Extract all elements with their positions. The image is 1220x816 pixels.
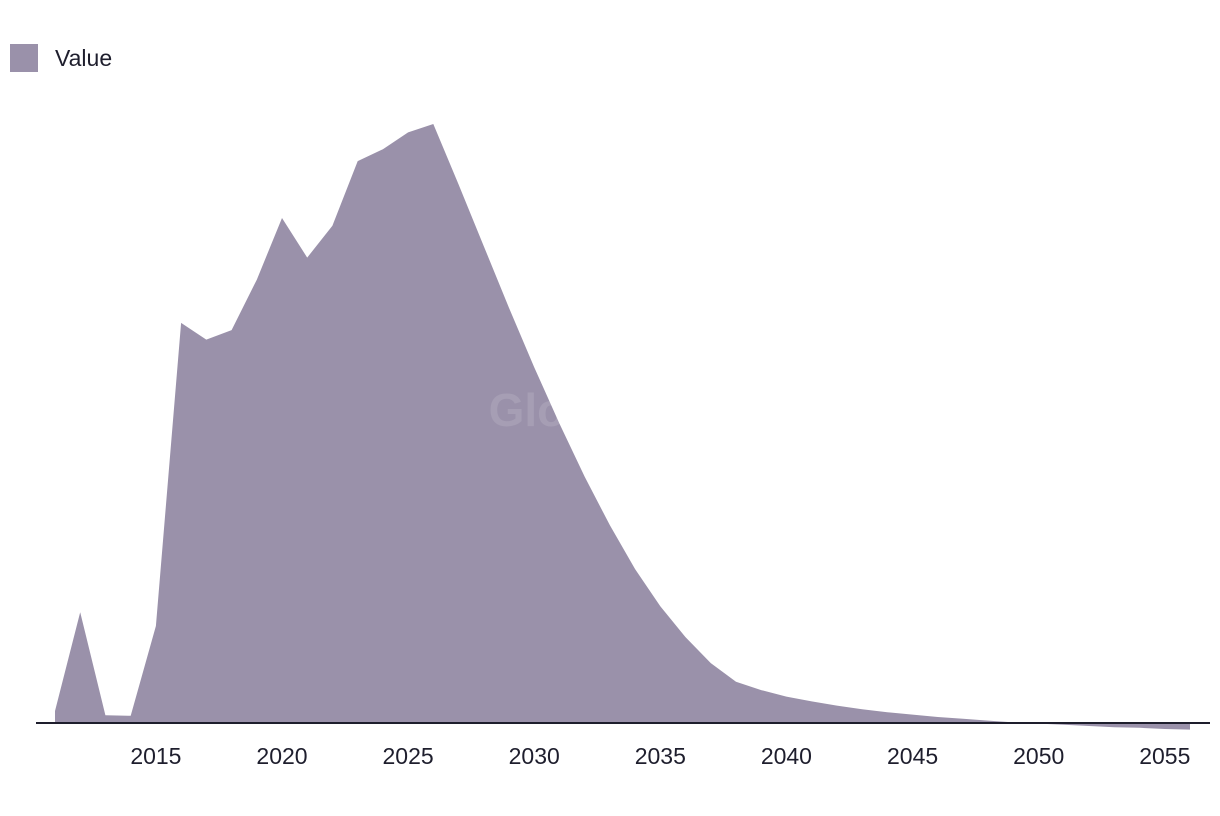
data-point-2032	[583, 475, 587, 479]
data-point-2052	[1087, 724, 1091, 728]
data-point-2041	[810, 699, 814, 703]
data-point-2021	[305, 256, 309, 260]
x-tick-label-2050: 2050	[1013, 743, 1064, 769]
data-point-2037	[709, 661, 713, 665]
data-point-2054	[1138, 726, 1142, 730]
data-point-2027	[457, 183, 461, 187]
data-point-2016	[179, 321, 183, 325]
x-axis-ticks: 2015 2020 2025 2030 2035 2040 2045 2050 2055	[130, 743, 1190, 769]
x-tick-label-2045: 2045	[887, 743, 938, 769]
data-point-2039	[759, 688, 763, 692]
watermark-text: GlobalData	[489, 384, 732, 436]
data-point-2019	[255, 278, 259, 282]
x-tick-label-2020: 2020	[256, 743, 307, 769]
legend-label-value: Value	[55, 44, 113, 71]
data-point-2036	[684, 635, 688, 639]
data-point-2012	[78, 610, 82, 614]
x-tick-label-2055: 2055	[1139, 743, 1190, 769]
series-area-value	[55, 124, 1190, 730]
x-tick-label-2040: 2040	[761, 743, 812, 769]
data-point-2026	[431, 122, 435, 126]
x-tick-label-2015: 2015	[130, 743, 181, 769]
data-point-2038	[734, 680, 738, 684]
data-point-2047	[961, 717, 965, 721]
data-point-2056	[1188, 728, 1192, 732]
data-point-2042	[835, 704, 839, 708]
data-point-2022	[330, 224, 334, 228]
data-point-2053	[1112, 725, 1116, 729]
data-point-2025	[406, 130, 410, 134]
data-point-2035	[658, 604, 662, 608]
x-tick-label-2030: 2030	[509, 743, 560, 769]
data-point-2020	[280, 216, 284, 220]
legend-swatch-value	[10, 44, 38, 72]
data-point-2043	[860, 707, 864, 711]
data-point-2045	[911, 713, 915, 717]
data-point-2044	[885, 710, 889, 714]
series-layer	[53, 122, 1192, 732]
data-point-2034	[633, 567, 637, 571]
data-point-2029	[507, 306, 511, 310]
x-tick-label-2035: 2035	[635, 743, 686, 769]
data-point-2015	[154, 624, 158, 628]
data-point-2014	[129, 714, 133, 718]
data-point-2018	[230, 328, 234, 332]
data-point-2017	[204, 338, 208, 342]
data-point-2040	[784, 695, 788, 699]
data-point-2011	[53, 709, 57, 713]
data-point-2013	[103, 713, 107, 717]
x-tick-label-2025: 2025	[383, 743, 434, 769]
data-point-2046	[936, 715, 940, 719]
data-point-2023	[356, 159, 360, 163]
data-point-2033	[608, 523, 612, 527]
chart-legend: Value	[10, 44, 112, 72]
data-point-2055	[1163, 727, 1167, 731]
data-point-2030	[532, 365, 536, 369]
data-point-2024	[381, 147, 385, 151]
data-point-2028	[482, 244, 486, 248]
